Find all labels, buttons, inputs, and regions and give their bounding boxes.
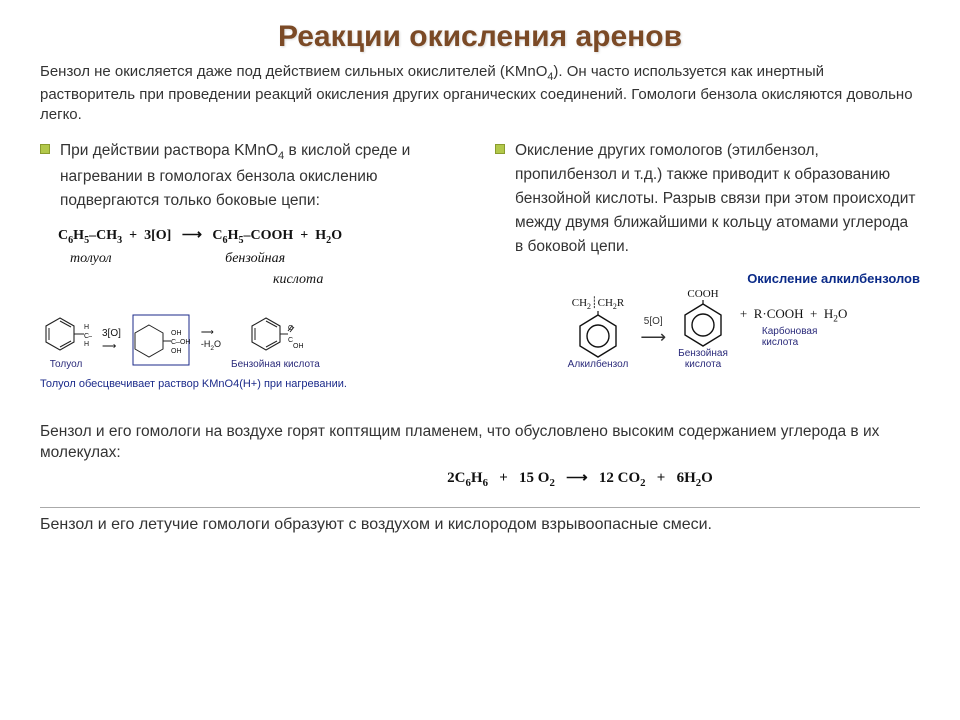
combustion-equation: 2C6H6 + 15 O2 ⟶ 12 CO2 + 6H2O [240,468,920,489]
right-bullet-text: Окисление других гомологов (этилбензол, … [515,139,920,259]
svg-text:OH: OH [293,343,304,350]
arrow-icon: 3[O]⟶ [96,327,127,353]
arrow-icon: ⟶-H2O [195,327,227,353]
two-column-layout: При действии раствора KMnO4 в кислой сре… [40,139,920,392]
alkylbenzene-substituent: CH2┊CH2R [572,296,624,311]
intro-paragraph: Бензол не окисляется даже под действием … [40,62,920,125]
svg-text:H: H [84,341,89,348]
svg-text:C–H: C–H [84,333,92,340]
side-products: + R·COOH + H2O Карбоноваякислота [732,306,847,371]
left-equation: C6H5–CH3 + 3[O] ⟶ C6H5–COOH + H2O толуол… [58,225,465,290]
bullet-square-icon [40,144,50,154]
left-bullet-text: При действии раствора KMnO4 в кислой сре… [60,139,465,213]
right-scheme-heading: Окисление алкилбензолов [495,271,920,286]
alkylbenzene-ring-icon [574,311,622,359]
benzoic-ring-icon [679,300,727,348]
eq-caption-right-b: кислота [273,272,323,287]
benzoic-acid-label: Бензойная кислота [231,358,320,371]
eq-caption-left: толуол [70,251,112,266]
left-column: При действии раствора KMnO4 в кислой сре… [40,139,465,392]
toluene-structure-icon: H C–H H [40,308,92,358]
eq-caption-right-a: бензойная [225,251,285,266]
right-column: Окисление других гомологов (этилбензол, … [495,139,920,392]
toluene-label: Толуол [50,358,83,371]
svg-text:OH: OH [171,330,182,337]
left-structural-scheme: H C–H H Толуол 3[O]⟶ OH C–OH OH [40,308,465,391]
reaction-arrow: 5[O] ⟶ [632,316,674,370]
slide-title: Реакции окисления аренов [40,20,920,54]
right-structural-scheme: CH2┊CH2R Алкилбензол 5[O] ⟶ COOH [495,288,920,370]
benzoic-acid-structure-icon: O C OH [246,308,304,358]
arrow-reagent: 5[O] [640,316,666,327]
left-scheme-caption: Толуол обесцвечивает раствор KMnO4(H+) п… [40,377,465,391]
bullet-square-icon [495,144,505,154]
benzoic-product-label: Бензойнаякислота [678,348,728,370]
alkylbenzene-label: Алкилбензол [568,359,629,370]
benzoic-substituent: COOH [687,288,718,300]
svg-text:OH: OH [171,348,182,355]
footer-note: Бензол и его летучие гомологи образуют с… [40,507,920,534]
intermediate-structure-icon: OH C–OH OH [131,313,191,367]
svg-text:C–OH: C–OH [171,339,190,346]
combustion-intro: Бензол и его гомологи на воздухе горят к… [40,422,920,464]
svg-text:H: H [84,324,89,331]
